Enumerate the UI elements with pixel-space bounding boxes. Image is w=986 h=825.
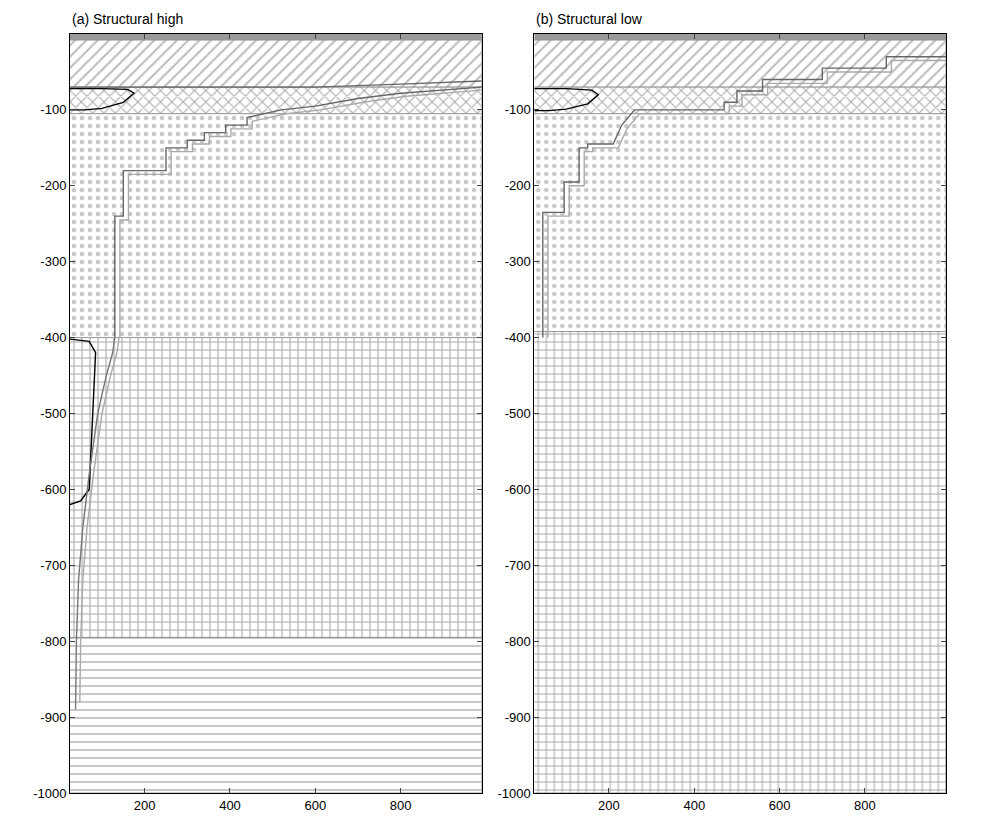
svg-text:(b) Structural low: (b) Structural low [536, 11, 643, 27]
svg-text:(a) Structural high: (a) Structural high [72, 11, 183, 27]
svg-text:-800: -800 [40, 634, 66, 649]
svg-text:800: 800 [390, 798, 412, 813]
svg-text:-700: -700 [505, 558, 531, 573]
svg-text:-600: -600 [40, 482, 66, 497]
svg-text:-500: -500 [505, 406, 531, 421]
svg-text:-300: -300 [505, 254, 531, 269]
svg-text:-500: -500 [40, 406, 66, 421]
svg-text:-1000: -1000 [497, 786, 530, 801]
svg-text:600: 600 [769, 798, 791, 813]
svg-text:-900: -900 [505, 710, 531, 725]
svg-text:200: 200 [134, 798, 156, 813]
svg-text:-400: -400 [40, 330, 66, 345]
svg-text:-100: -100 [505, 102, 531, 117]
svg-text:-400: -400 [505, 330, 531, 345]
svg-text:-300: -300 [40, 254, 66, 269]
svg-text:-200: -200 [40, 178, 66, 193]
svg-text:-700: -700 [40, 558, 66, 573]
svg-text:800: 800 [854, 798, 876, 813]
svg-text:400: 400 [683, 798, 705, 813]
svg-text:-800: -800 [505, 634, 531, 649]
svg-text:-100: -100 [40, 102, 66, 117]
svg-text:-900: -900 [40, 710, 66, 725]
svg-text:400: 400 [219, 798, 241, 813]
svg-text:200: 200 [598, 798, 620, 813]
svg-text:-200: -200 [505, 178, 531, 193]
svg-text:600: 600 [304, 798, 326, 813]
svg-text:-600: -600 [505, 482, 531, 497]
svg-text:-1000: -1000 [33, 786, 66, 801]
